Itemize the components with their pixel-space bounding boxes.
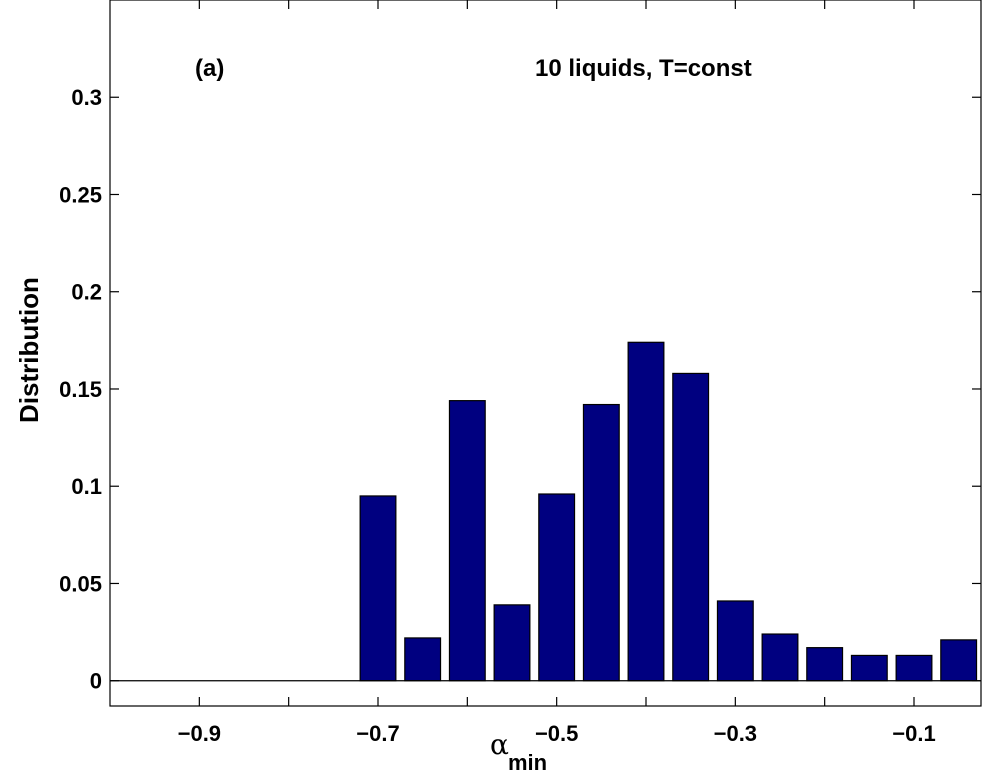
bar — [850, 654, 888, 682]
y-tick-label: 0.05 — [59, 571, 102, 596]
x-tick-labels: −0.9 −0.7 −0.5 −0.3 −0.1 — [178, 721, 936, 746]
x-tick-label: −0.5 — [535, 721, 578, 746]
bar — [493, 604, 531, 682]
y-tick-label: 0 — [90, 669, 102, 694]
chart-annotation-title: 10 liquids, T=const — [535, 55, 752, 82]
x-tick-label: −0.7 — [356, 721, 399, 746]
bar — [359, 495, 397, 682]
y-tick-labels: 0 0.05 0.1 0.15 0.2 0.25 0.3 — [59, 85, 102, 693]
bar — [582, 403, 620, 682]
y-tick-label: 0.3 — [71, 85, 102, 110]
bar — [672, 372, 710, 682]
bars-group — [359, 341, 978, 682]
y-axis-label: Distribution — [14, 277, 44, 423]
bar — [940, 639, 978, 682]
y-tick-label: 0.15 — [59, 377, 102, 402]
y-tick-label: 0.25 — [59, 182, 102, 207]
y-tick-label: 0.2 — [71, 280, 102, 305]
panel-label: (a) — [195, 55, 224, 82]
bar — [448, 400, 486, 682]
bar — [761, 633, 799, 682]
x-axis-label-subscript: min — [508, 750, 547, 774]
bar — [716, 600, 754, 682]
x-axis-label-symbol: α — [490, 728, 509, 761]
x-tick-label: −0.3 — [714, 721, 757, 746]
ticks-group — [110, 0, 981, 706]
x-tick-label: −0.9 — [178, 721, 221, 746]
bar — [806, 647, 844, 682]
bar — [538, 493, 576, 682]
bar — [404, 637, 442, 682]
y-tick-label: 0.1 — [71, 474, 102, 499]
plot-frame — [109, 0, 982, 707]
bar — [627, 341, 665, 682]
bar — [895, 654, 933, 682]
x-tick-label: −0.1 — [892, 721, 935, 746]
